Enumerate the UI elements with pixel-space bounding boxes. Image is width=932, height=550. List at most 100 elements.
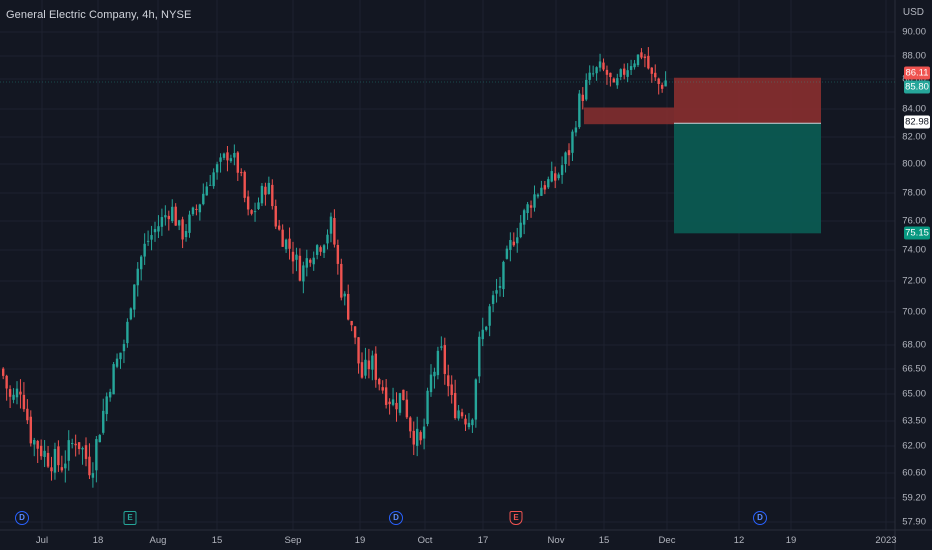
candle: [547, 176, 550, 190]
candles: [2, 47, 667, 488]
candle: [91, 462, 95, 488]
candle: [509, 232, 512, 262]
price-tag: 75.15: [904, 226, 930, 240]
candle: [626, 63, 629, 83]
candle: [540, 180, 543, 196]
candle: [578, 90, 581, 129]
dividend-marker[interactable]: D: [753, 511, 767, 525]
candle: [657, 77, 660, 95]
price-tick: 74.00: [902, 244, 926, 256]
price-tick: 66.50: [902, 363, 926, 375]
candle: [360, 352, 364, 379]
candle: [260, 183, 264, 207]
price-tick: 70.00: [902, 306, 926, 318]
candle: [312, 251, 315, 271]
candle: [126, 318, 129, 348]
price-tick: 65.00: [902, 388, 926, 400]
candle: [295, 247, 298, 272]
candle: [402, 389, 405, 401]
candle: [212, 168, 215, 189]
candle: [623, 63, 626, 80]
candle: [5, 374, 8, 401]
candle: [326, 229, 329, 250]
candle: [64, 450, 67, 483]
candle: [478, 331, 481, 384]
candle: [167, 210, 170, 231]
candle: [550, 161, 553, 183]
dividend-marker[interactable]: D: [389, 511, 403, 525]
candle: [309, 258, 312, 267]
candle: [529, 200, 533, 218]
candle: [108, 388, 112, 402]
candle: [298, 248, 302, 282]
candle: [236, 151, 239, 181]
candle: [533, 185, 536, 212]
candle: [164, 205, 167, 226]
time-tick: Dec: [658, 535, 676, 546]
candle: [429, 364, 433, 397]
candle: [491, 290, 495, 313]
candle: [440, 336, 443, 351]
time-tick: 12: [733, 535, 745, 546]
candle: [198, 203, 202, 221]
candle: [71, 438, 74, 449]
candle: [605, 65, 609, 85]
price-tick: 63.50: [902, 415, 926, 427]
grid: [0, 0, 895, 530]
candle: [60, 455, 64, 473]
candle: [409, 416, 412, 438]
candle: [267, 176, 271, 195]
candle: [46, 445, 50, 469]
candle: [19, 379, 22, 409]
candle: [498, 277, 502, 297]
time-tick: Aug: [149, 535, 167, 546]
candle: [57, 440, 60, 472]
candle: [177, 219, 181, 231]
candle: [229, 154, 233, 163]
candle: [571, 129, 574, 161]
time-tick: Oct: [417, 535, 433, 546]
candle: [398, 392, 402, 416]
candle: [460, 408, 464, 419]
candle: [619, 68, 622, 81]
candle: [516, 227, 519, 253]
price-tag: 85.80: [904, 80, 930, 94]
time-tick: Nov: [547, 535, 565, 546]
candle: [291, 241, 295, 274]
candle: [564, 151, 567, 173]
candle: [357, 337, 360, 374]
candle: [205, 181, 208, 196]
candle: [39, 439, 43, 460]
candle: [271, 179, 274, 210]
candle: [343, 291, 346, 306]
candle: [526, 201, 529, 220]
candle: [464, 414, 467, 431]
candle: [650, 67, 653, 83]
candle: [660, 82, 664, 93]
candle: [50, 456, 53, 481]
candle: [433, 367, 436, 389]
earnings-marker[interactable]: E: [509, 511, 523, 525]
candle: [488, 303, 491, 337]
candle: [612, 77, 616, 83]
candle: [122, 339, 126, 364]
candle: [98, 433, 101, 443]
candle: [447, 364, 450, 397]
candle: [591, 65, 595, 77]
candle: [367, 348, 371, 379]
earnings-marker[interactable]: E: [123, 511, 137, 525]
time-tick: 15: [598, 535, 610, 546]
dividend-marker[interactable]: D: [15, 511, 29, 525]
candle: [284, 238, 288, 253]
candle: [136, 262, 139, 297]
candle: [33, 437, 36, 457]
candle: [636, 54, 640, 68]
candle: [353, 326, 357, 345]
candle: [302, 261, 305, 294]
candle: [512, 232, 515, 247]
candle: [536, 193, 540, 199]
candle: [474, 378, 478, 428]
candle: [2, 367, 5, 380]
candle: [43, 440, 46, 468]
